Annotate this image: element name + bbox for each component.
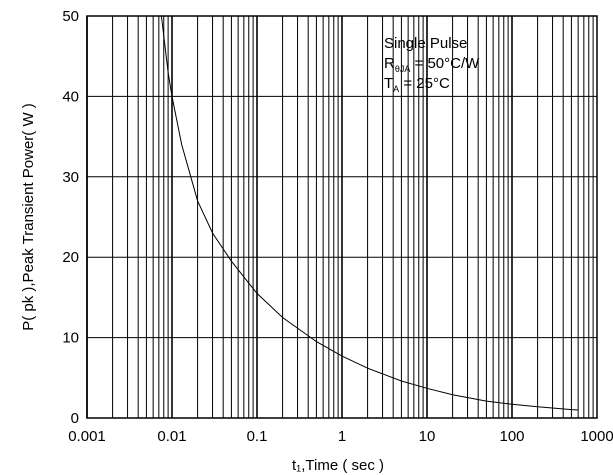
y-axis-label: P( pk ),Peak Transient Power( W )	[20, 103, 37, 331]
annotation-block: Single Pulse RθJA = 50°C/WTA = 25°C	[384, 35, 480, 94]
annotation-line: TA = 25°C	[384, 75, 450, 94]
annotation-line: Single Pulse	[384, 35, 467, 52]
y-tick-label: 0	[71, 410, 79, 427]
annotation-line: RθJA = 50°C/W	[384, 55, 480, 74]
y-tick-label: 30	[62, 169, 79, 186]
y-tick-labels: 0 10 20 30 40 50	[62, 8, 79, 427]
y-tick-label: 40	[62, 88, 79, 105]
y-tick-label: 50	[62, 8, 79, 25]
grid	[86, 15, 597, 419]
x-tick-label: 10	[419, 428, 436, 445]
x-tick-label: 100	[499, 428, 524, 445]
x-tick-label: 0.001	[68, 428, 106, 445]
x-tick-labels: 0.001 0.01 0.1 1 10 100 1000	[68, 428, 613, 445]
x-tick-label: 0.01	[157, 428, 186, 445]
x-tick-label: 1	[338, 428, 346, 445]
series-line-power-curve	[160, 15, 579, 411]
plot-frame	[86, 15, 598, 419]
x-tick-label: 1000	[580, 428, 613, 445]
y-tick-label: 10	[62, 330, 79, 347]
y-tick-label: 20	[62, 249, 79, 266]
x-axis-label: t₁,Time ( sec )	[292, 457, 384, 474]
x-tick-label: 0.1	[247, 428, 268, 445]
